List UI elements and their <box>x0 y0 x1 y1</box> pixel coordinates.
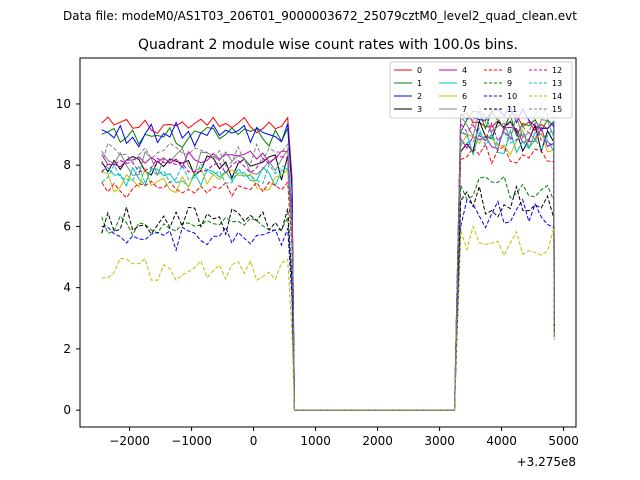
legend-label-2: 2 <box>417 92 422 101</box>
legend-label-12: 12 <box>552 66 562 75</box>
x-tick-label: 1000 <box>300 434 331 448</box>
y-axis: 0 2 4 6 8 10 <box>56 97 80 417</box>
y-tick-label: 10 <box>56 97 71 111</box>
series-line-12 <box>101 121 555 411</box>
series-line-4 <box>101 126 555 411</box>
series-line-6 <box>101 128 555 411</box>
y-tick-label: 4 <box>63 281 71 295</box>
series-line-11 <box>101 184 555 411</box>
legend-label-8: 8 <box>507 66 512 75</box>
x-offset-label: +3.275e8 <box>517 455 576 469</box>
series-line-14 <box>101 224 555 411</box>
x-axis: −2000 −1000 0 1000 2000 3000 4000 5000 <box>109 427 579 448</box>
legend-label-0: 0 <box>417 66 422 75</box>
x-tick-label: −2000 <box>109 434 150 448</box>
legend-label-15: 15 <box>552 105 562 114</box>
series-line-8 <box>101 142 555 411</box>
legend-label-11: 11 <box>507 105 517 114</box>
legend-label-7: 7 <box>462 105 467 114</box>
series-line-10 <box>101 198 555 411</box>
y-tick-label: 0 <box>63 403 71 417</box>
y-tick-label: 2 <box>63 342 71 356</box>
legend-label-1: 1 <box>417 79 422 88</box>
x-tick-label: 5000 <box>548 434 579 448</box>
legend-label-14: 14 <box>552 92 562 101</box>
series-line-9 <box>101 175 555 411</box>
legend-label-5: 5 <box>462 79 467 88</box>
legend-label-10: 10 <box>507 92 517 101</box>
x-tick-label: 2000 <box>362 434 393 448</box>
legend-label-4: 4 <box>462 66 467 75</box>
legend-label-9: 9 <box>507 79 512 88</box>
legend-label-3: 3 <box>417 105 422 114</box>
x-tick-label: 0 <box>250 434 258 448</box>
chart-title: Quadrant 2 module wise count rates with … <box>138 37 518 53</box>
figure-suptitle: Data file: modeM0/AS1T03_206T01_90000036… <box>63 9 577 23</box>
series-line-3 <box>101 119 555 411</box>
series-line-15 <box>101 104 555 411</box>
y-tick-label: 8 <box>63 158 71 172</box>
legend-frame <box>389 61 573 119</box>
plot-area <box>101 104 555 411</box>
x-tick-label: 3000 <box>424 434 455 448</box>
axes-frame <box>79 57 577 428</box>
series-line-13 <box>101 126 555 411</box>
x-tick-label: 4000 <box>486 434 517 448</box>
legend-label-6: 6 <box>462 92 467 101</box>
x-tick-label: −1000 <box>171 434 212 448</box>
legend-label-13: 13 <box>552 79 562 88</box>
y-tick-label: 6 <box>63 219 71 233</box>
